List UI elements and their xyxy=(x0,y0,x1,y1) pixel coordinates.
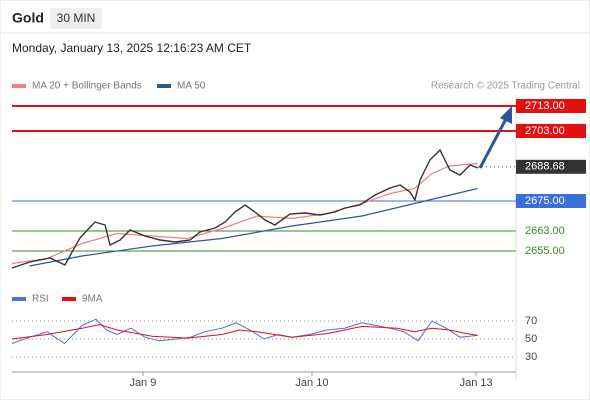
ma-line xyxy=(29,187,478,267)
source: Research © 2025 Trading Central xyxy=(431,81,580,92)
level-label: 2713.00 xyxy=(525,100,565,112)
y-tick-label: 50 xyxy=(525,333,537,345)
legend-swatch xyxy=(62,297,76,301)
legend-label: RSI xyxy=(32,294,49,305)
legend-label: MA 50 xyxy=(177,81,206,92)
level-label: 2663.00 xyxy=(525,225,565,237)
ma-line xyxy=(11,162,478,265)
legend-label: 9MA xyxy=(82,294,103,305)
datetime: Monday, January 13, 2025 12:16:23 AM CET xyxy=(12,41,252,55)
x-tick-label: Jan 13 xyxy=(460,377,493,389)
price-line xyxy=(11,148,479,269)
legend-swatch xyxy=(12,84,26,88)
y-tick-label: 70 xyxy=(525,315,537,327)
level-label: 2655.00 xyxy=(525,245,565,257)
arrow-head xyxy=(500,106,512,124)
arrow xyxy=(478,118,508,169)
timeframe-badge xyxy=(50,8,102,29)
level-box xyxy=(516,124,586,138)
level-box xyxy=(516,159,586,174)
level-box xyxy=(516,99,586,113)
y-tick-label: 30 xyxy=(525,351,537,363)
rsi-line xyxy=(11,318,478,345)
instrument: Gold xyxy=(12,10,44,26)
x-tick-label: Jan 10 xyxy=(295,377,328,389)
level-label: 2703.00 xyxy=(525,125,565,137)
legend-swatch xyxy=(12,297,26,301)
level-box xyxy=(516,194,586,208)
legend-label: MA 20 + Bollinger Bands xyxy=(32,81,142,92)
legend-swatch xyxy=(157,84,171,88)
level-label: 2688.68 xyxy=(525,161,565,173)
x-tick-label: Jan 9 xyxy=(129,377,156,389)
rsi-line xyxy=(11,324,478,340)
level-label: 2675.00 xyxy=(525,195,565,207)
timeframe: 30 MIN xyxy=(57,11,96,25)
